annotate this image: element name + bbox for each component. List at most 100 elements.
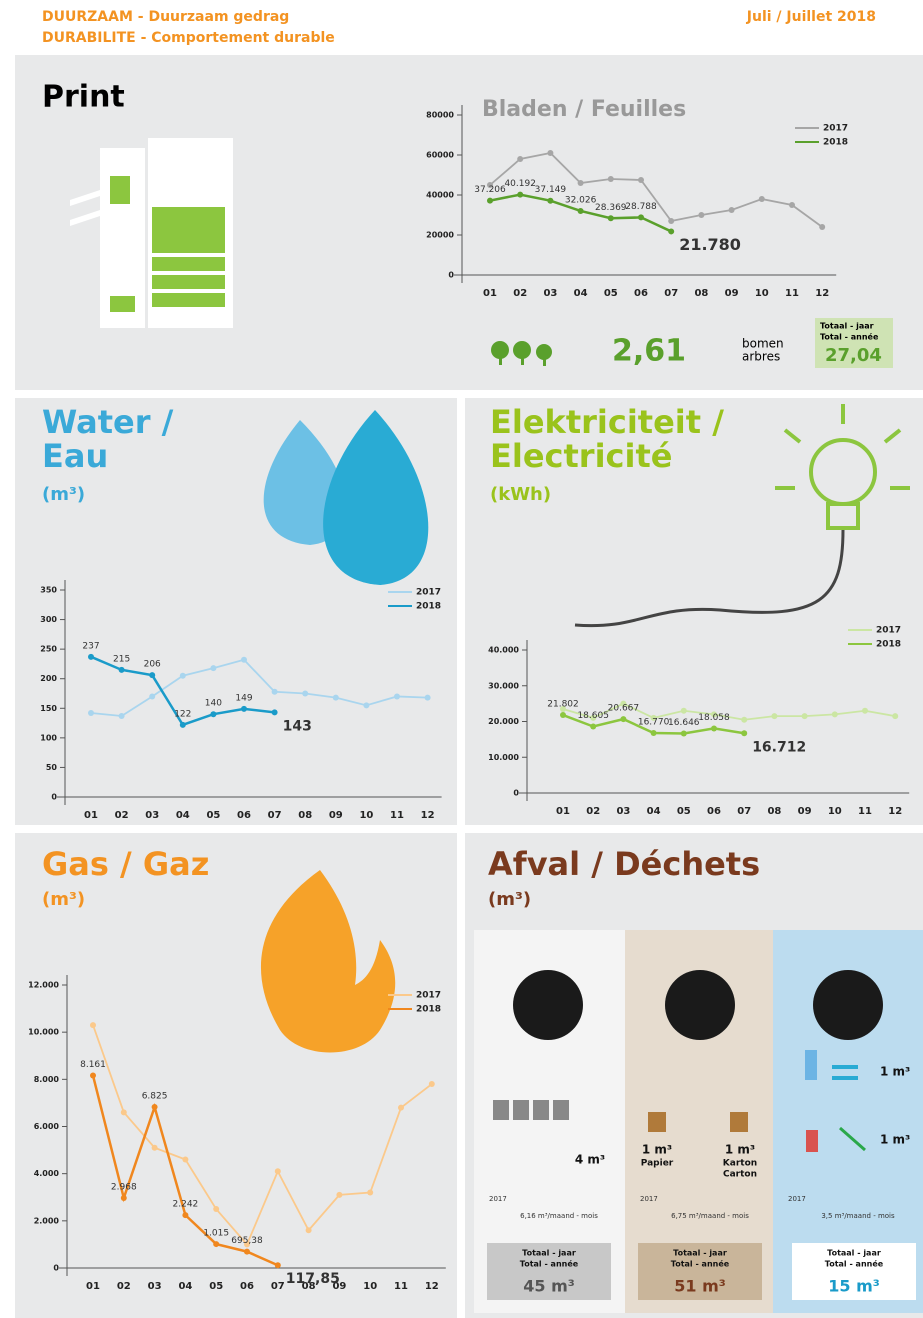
x-tick-label: 09 — [329, 810, 343, 821]
y-tick-label: 40000 — [426, 191, 454, 200]
value-label: 149 — [235, 693, 252, 703]
data-point — [306, 1227, 312, 1233]
y-tick-label: 50 — [46, 763, 58, 772]
x-tick-label: 01 — [556, 806, 570, 817]
y-tick-label: 0 — [513, 789, 519, 798]
legend-label: 2017 — [823, 124, 848, 134]
chart-subtitle: (kWh) — [490, 484, 551, 505]
value-label: 140 — [205, 699, 222, 709]
data-point — [152, 1145, 158, 1151]
data-point — [668, 218, 674, 224]
x-tick-label: 08 — [298, 810, 312, 821]
x-tick-label: 12 — [421, 810, 435, 821]
value-label: 18.605 — [577, 711, 609, 721]
x-tick-label: 08 — [767, 806, 781, 817]
data-point — [560, 712, 566, 718]
x-tick-label: 07 — [664, 288, 678, 299]
data-point — [681, 730, 687, 736]
data-point — [819, 224, 825, 230]
data-point — [275, 1168, 281, 1174]
y-tick-label: 250 — [40, 645, 57, 654]
box-icon — [648, 1112, 666, 1132]
chart-title: Water / — [42, 403, 174, 441]
item-label: Carton — [723, 1170, 757, 1180]
item-label: Karton — [723, 1159, 757, 1169]
x-tick-label: 03 — [148, 1281, 162, 1292]
data-point — [152, 1104, 158, 1110]
data-point — [698, 212, 704, 218]
data-point — [182, 1157, 188, 1163]
data-point — [578, 180, 584, 186]
x-tick-label: 10 — [828, 806, 842, 817]
data-point — [517, 156, 523, 162]
data-point — [681, 708, 687, 714]
label: arbres — [742, 350, 780, 364]
x-tick-label: 11 — [785, 288, 799, 299]
x-tick-label: 11 — [394, 1281, 408, 1292]
y-tick-label: 80000 — [426, 111, 454, 120]
box-icon — [730, 1112, 748, 1132]
value-label: 6.825 — [142, 1092, 168, 1102]
y-tick-label: 2.000 — [34, 1216, 60, 1225]
item-label: Papier — [641, 1159, 674, 1169]
data-point — [121, 1109, 127, 1115]
data-point — [425, 695, 431, 701]
data-point — [802, 713, 808, 719]
chart-title: Eau — [42, 437, 108, 475]
value-label: 117,85 — [286, 1271, 340, 1287]
label: (m³) — [488, 889, 531, 910]
x-tick-label: 05 — [206, 810, 220, 821]
data-point — [272, 689, 278, 695]
value-label: 28.788 — [625, 202, 657, 212]
label: 27,04 — [825, 345, 882, 366]
year: 2017 — [489, 1195, 507, 1203]
data-point — [180, 722, 186, 728]
quantity: 4 m³ — [575, 1153, 605, 1167]
value-label: 2.242 — [173, 1200, 199, 1210]
legend-label: 2017 — [416, 588, 441, 598]
chart-title: Gas / Gaz — [42, 845, 209, 883]
x-tick-label: 05 — [677, 806, 691, 817]
legend-label: 2017 — [876, 626, 901, 636]
label: Print — [42, 80, 125, 115]
x-tick-label: 04 — [176, 810, 190, 821]
value-label: 215 — [113, 654, 130, 664]
data-point — [638, 177, 644, 183]
data-point — [302, 691, 308, 697]
data-point — [272, 709, 278, 715]
value-label: 37.149 — [535, 185, 567, 195]
year: 2017 — [640, 1195, 658, 1203]
y-tick-label: 200 — [40, 674, 57, 683]
data-point — [394, 693, 400, 699]
data-point — [119, 713, 125, 719]
x-tick-label: 04 — [574, 288, 588, 299]
x-tick-label: 09 — [798, 806, 812, 817]
data-point — [180, 673, 186, 679]
x-tick-label: 07 — [271, 1281, 285, 1292]
data-point — [149, 693, 155, 699]
x-tick-label: 12 — [425, 1281, 439, 1292]
value-label: 237 — [82, 641, 99, 651]
legend-label: 2018 — [876, 640, 901, 650]
total-label: Totaal - jaar — [522, 1249, 576, 1258]
data-point — [547, 150, 553, 156]
total-label: Total - année — [520, 1259, 579, 1269]
value-label: 8.161 — [80, 1060, 106, 1070]
y-tick-label: 0 — [53, 1264, 59, 1273]
total-label: Totaal - jaar — [673, 1249, 727, 1258]
rate: 6,16 m³/maand - mois — [520, 1212, 598, 1220]
value-label: 37.206 — [474, 185, 506, 195]
data-point — [590, 723, 596, 729]
data-point — [608, 176, 614, 182]
x-tick-label: 04 — [647, 806, 661, 817]
total-label: Total - année — [671, 1259, 730, 1269]
label: DURABILITE - Comportement durable — [42, 30, 335, 46]
x-tick-label: 06 — [240, 1281, 254, 1292]
y-tick-label: 300 — [40, 615, 57, 624]
data-point — [832, 711, 838, 717]
quantity: 1 m³ — [880, 1065, 910, 1079]
x-tick-label: 02 — [117, 1281, 131, 1292]
data-point — [517, 192, 523, 198]
x-tick-label: 12 — [888, 806, 902, 817]
quantity: 1 m³ — [880, 1133, 910, 1147]
